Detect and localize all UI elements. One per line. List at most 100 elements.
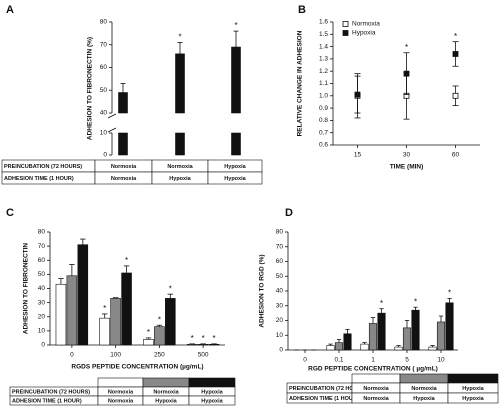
bar (143, 339, 154, 346)
panel-label: D (285, 207, 293, 219)
y-tick-label: 1.1 (319, 80, 328, 87)
table-text: Normoxia (111, 176, 137, 182)
significance: * (169, 284, 172, 293)
bar (118, 92, 128, 114)
y-tick-label: 30 (38, 299, 46, 306)
significance: * (191, 334, 194, 343)
y-axis-title: ADHESION TO FIBRONECTIN (23, 243, 30, 335)
x-tick-label: 5 (405, 357, 409, 364)
significance: * (454, 32, 457, 41)
bar (66, 275, 78, 346)
x-axis-title: RGDS PEPTIDE CONCENTRATION (µg/mL) (71, 364, 203, 371)
bar (445, 302, 454, 351)
table-text: Normoxia (111, 164, 137, 170)
y-tick-label: 70 (38, 243, 46, 250)
bar (175, 53, 185, 114)
bar (231, 46, 241, 114)
table-text: Hypoxia (201, 398, 223, 404)
x-axis-title: TIME (MIN) (390, 164, 424, 171)
x-tick-label: 10 (437, 357, 445, 364)
y-tick-label: 30 (276, 302, 284, 309)
y-tick-label: 50 (276, 273, 284, 280)
significance: * (147, 328, 150, 337)
significance: * (380, 299, 383, 308)
bar (186, 343, 198, 346)
table-text: PREINCUBATION (72 HOURS) (289, 386, 367, 392)
table-text: Hypoxia (413, 396, 435, 402)
y-tick-label: 60 (100, 64, 108, 71)
y-tick-label: 60 (38, 257, 46, 264)
table-text: PREINCUBATION (72 HOURS) (4, 164, 82, 170)
axis-break (107, 113, 117, 119)
bar (208, 343, 220, 346)
y-tick-label: 1.0 (319, 93, 328, 100)
significance: * (405, 43, 408, 52)
table-text: ADHESION TIME (1 HOUR) (12, 398, 82, 404)
x-tick-label: 15 (354, 152, 362, 159)
y-tick-label: 0.7 (319, 129, 328, 136)
bar (436, 321, 446, 351)
x-tick-label: 60 (452, 152, 460, 159)
table-text: Normoxia (153, 389, 179, 395)
table-text: Hypoxia (462, 396, 484, 402)
significance: * (414, 297, 417, 306)
table-text: Hypoxia (169, 176, 191, 182)
bar (154, 326, 165, 346)
y-tick-label: 40 (100, 110, 108, 117)
point (452, 92, 459, 99)
table-cell (447, 392, 499, 404)
bar (231, 132, 241, 156)
significance: * (202, 334, 205, 343)
bar (326, 345, 335, 351)
table-text: ADHESION TIME (1 HOUR) (289, 396, 359, 402)
axis-break (107, 127, 117, 133)
bar (428, 346, 437, 351)
y-tick-label: 50 (38, 271, 46, 278)
table-text: Normoxia (108, 398, 134, 404)
table-cell (207, 171, 263, 185)
y-tick-label: 0 (103, 152, 107, 159)
table-swatch (447, 373, 499, 384)
bar (360, 343, 369, 351)
significance: * (234, 21, 237, 30)
y-tick-label: 10 (100, 130, 108, 137)
bar (165, 298, 176, 346)
bar (394, 346, 403, 351)
table-text: Hypoxia (224, 164, 246, 170)
table-text: Normoxia (363, 386, 389, 392)
y-tick-label: 40 (38, 285, 46, 292)
legend-swatch (342, 21, 349, 27)
table-text: Hypoxia (201, 389, 223, 395)
legend-label: Hypoxia (352, 30, 376, 37)
x-tick-label: 0 (303, 357, 307, 364)
table-text: Hypoxia (462, 386, 484, 392)
bar (197, 343, 209, 346)
table-swatch (188, 377, 236, 388)
y-tick-label: 10 (38, 328, 46, 335)
y-tick-label: 1.3 (319, 56, 328, 63)
y-tick-label: 80 (100, 19, 108, 26)
bar (411, 309, 420, 351)
legend-swatch (342, 30, 349, 36)
y-tick-label: 1.6 (319, 19, 328, 26)
table-text: PREINCUBATION (72 HOURS) (12, 389, 90, 395)
y-tick-label: 1.2 (319, 68, 328, 75)
y-tick-label: 1.4 (319, 43, 328, 50)
table-text: Hypoxia (224, 176, 246, 182)
legend-label: Normoxia (352, 21, 380, 28)
table-text: Normoxia (411, 386, 437, 392)
y-tick-label: 80 (38, 229, 46, 236)
y-axis-title: RELATIVE CHANGE IN ADHESION (297, 30, 304, 136)
y-tick-label: 70 (276, 243, 284, 250)
table-swatch (351, 373, 401, 384)
point (452, 51, 459, 57)
significance: * (125, 256, 128, 265)
bar (377, 312, 386, 351)
x-tick-label: 250 (154, 352, 165, 359)
y-tick-label: 20 (38, 313, 46, 320)
y-axis-title: ADHESION TO FIBRONECTIN (%) (87, 37, 94, 140)
x-tick-label: 1 (371, 357, 375, 364)
bar (77, 244, 89, 346)
significance: * (448, 288, 451, 297)
